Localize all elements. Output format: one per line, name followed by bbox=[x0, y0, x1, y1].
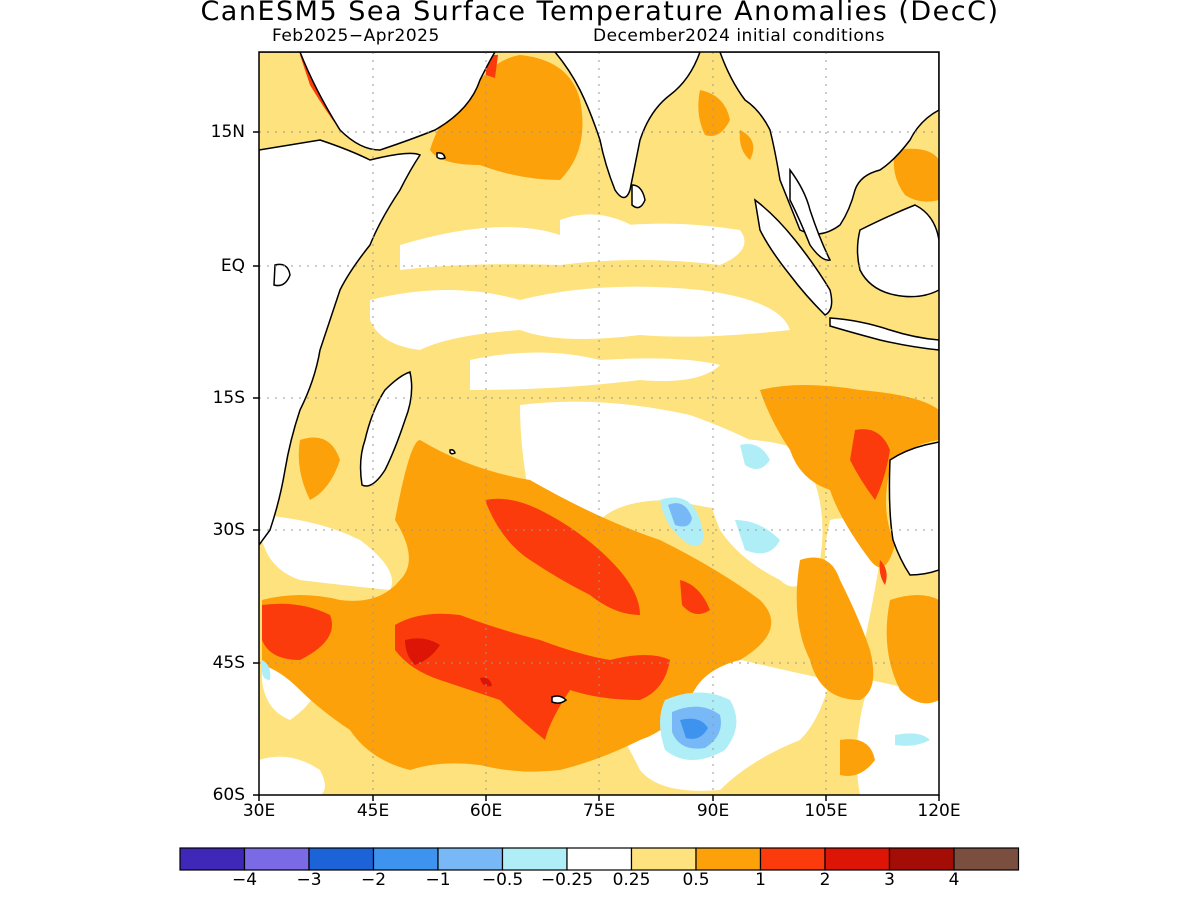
sri-lanka-land bbox=[631, 184, 646, 209]
borneo-land bbox=[856, 204, 939, 298]
gridlines bbox=[259, 52, 939, 795]
lat-label-30s: 30S bbox=[212, 520, 245, 540]
lon-label-90e: 90E bbox=[696, 801, 730, 821]
forecast-period: Feb2025−Apr2025 bbox=[272, 26, 440, 46]
colorbar-swatch bbox=[372, 847, 439, 871]
colorbar-swatch bbox=[566, 847, 633, 871]
colorbar-label: 1 bbox=[755, 870, 766, 890]
lon-label-30e: 30E bbox=[242, 801, 276, 821]
madagascar-land bbox=[359, 371, 413, 487]
kerguelen-land bbox=[551, 695, 568, 704]
lat-label-15s: 15S bbox=[212, 388, 245, 408]
anomaly-2-3-areas bbox=[405, 638, 492, 687]
arabia-land bbox=[259, 52, 496, 151]
colorbar-label: 4 bbox=[948, 870, 960, 890]
australia-land bbox=[888, 441, 939, 576]
colorbar-label: 2 bbox=[819, 870, 831, 890]
colorbar-label: 0.5 bbox=[682, 870, 710, 890]
colorbar-label: −1 bbox=[425, 870, 451, 890]
island-land bbox=[273, 263, 291, 287]
lat-label-15n: 15N bbox=[210, 122, 245, 142]
socotra-land bbox=[436, 152, 446, 160]
plot-area bbox=[259, 52, 939, 795]
colorbar-label: −0.5 bbox=[481, 870, 524, 890]
anomaly-negative-areas bbox=[262, 78, 930, 760]
lon-label-120e: 120E bbox=[917, 801, 961, 821]
mauritius-land bbox=[449, 449, 456, 455]
colorbar-swatch bbox=[308, 847, 375, 871]
colorbar-swatch bbox=[179, 847, 246, 871]
colorbar-swatch bbox=[437, 847, 504, 871]
colorbar-swatch bbox=[824, 847, 891, 871]
lon-label-60e: 60E bbox=[469, 801, 503, 821]
colorbar-label: −3 bbox=[296, 870, 322, 890]
colorbar-swatch bbox=[630, 847, 697, 871]
africa-land bbox=[259, 139, 422, 547]
java-land bbox=[829, 317, 939, 351]
anomaly-1-2-areas bbox=[262, 429, 890, 740]
malay-peninsula-land bbox=[789, 167, 832, 261]
lon-label-75e: 75E bbox=[582, 801, 616, 821]
axis-ticks bbox=[253, 131, 940, 801]
colorbar-swatch bbox=[695, 847, 762, 871]
india-land bbox=[554, 52, 701, 199]
sumatra-land bbox=[753, 198, 833, 316]
colorbar-swatch bbox=[501, 847, 568, 871]
lon-label-45e: 45E bbox=[356, 801, 390, 821]
colorbar bbox=[179, 847, 1020, 871]
colorbar-swatch bbox=[759, 847, 826, 871]
lat-label-60s: 60S bbox=[212, 785, 245, 805]
initial-conditions: December2024 initial conditions bbox=[593, 26, 885, 46]
lat-label-45s: 45S bbox=[212, 653, 245, 673]
colorbar-swatch bbox=[953, 847, 1020, 871]
colorbar-label: −2 bbox=[360, 870, 387, 890]
lat-label-eq: EQ bbox=[220, 256, 245, 276]
map-title: CanESM5 Sea Surface Temperature Anomalie… bbox=[200, 0, 1000, 27]
colorbar-label: −0.25 bbox=[540, 870, 594, 890]
indochina-land bbox=[719, 52, 939, 235]
colorbar-swatch bbox=[888, 847, 955, 871]
colorbar-label: −4 bbox=[231, 870, 258, 890]
colorbar-label: 3 bbox=[884, 870, 895, 890]
colorbar-label: 0.25 bbox=[612, 870, 651, 890]
land-outlines bbox=[259, 52, 939, 704]
lon-label-105e: 105E bbox=[804, 801, 848, 821]
colorbar-swatch bbox=[243, 847, 310, 871]
